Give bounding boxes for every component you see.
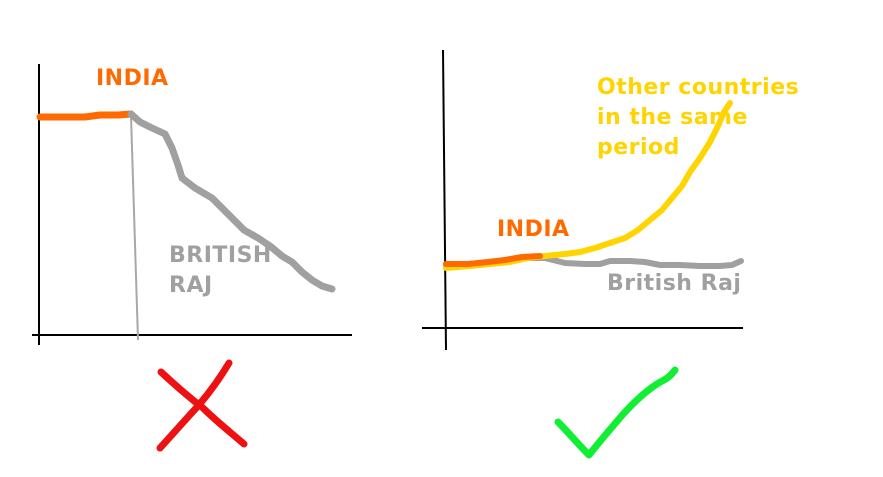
- right-panel: Other countries in the same period INDIA…: [422, 49, 799, 459]
- right-y-axis: [442, 49, 447, 351]
- right-british-label: British Raj: [607, 271, 741, 296]
- right-india-curve: [443, 253, 543, 267]
- cross-icon: [156, 359, 248, 452]
- left-divider-line: [130, 115, 139, 341]
- left-panel: INDIA BRITISH RAJ: [32, 64, 352, 452]
- right-other-label-line1: Other countries: [597, 75, 799, 100]
- checkmark-icon: [554, 366, 679, 459]
- left-india-label: INDIA: [96, 66, 169, 91]
- left-british-label-line2: RAJ: [169, 273, 213, 298]
- right-other-label-line3: period: [597, 135, 680, 160]
- left-british-label-line1: BRITISH: [169, 243, 272, 268]
- right-other-label-line2: in the same: [597, 105, 748, 130]
- right-india-label: INDIA: [497, 217, 570, 242]
- left-british-curve: [127, 110, 336, 293]
- left-india-curve: [36, 110, 135, 121]
